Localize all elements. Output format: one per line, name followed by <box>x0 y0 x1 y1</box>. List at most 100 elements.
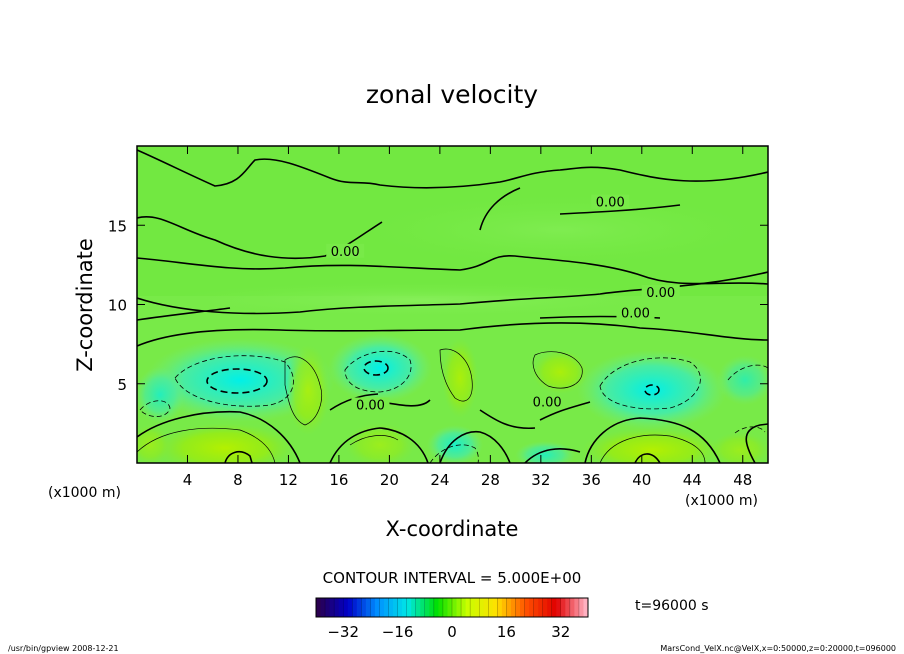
colorbar-segment-33 <box>465 598 471 617</box>
anomaly-positive-1 <box>155 423 295 463</box>
contour-label-bg-2 <box>641 284 680 299</box>
contour-label-bg-1 <box>591 194 630 209</box>
colorbar-segment-46 <box>524 598 530 617</box>
colorbar-segment-54 <box>560 598 566 617</box>
x-tick-label-6: 28 <box>481 471 500 489</box>
colorbar-segment-41 <box>501 598 507 617</box>
contour-label-1: 0.00 <box>596 196 625 211</box>
y-axis: 5 10 15 <box>108 217 768 394</box>
colorbar-segment-2 <box>325 598 330 617</box>
colorbar-segment-30 <box>452 598 457 617</box>
x-tick-label-0: 4 <box>183 471 193 489</box>
colorbar-segment-34 <box>470 598 476 617</box>
contour-label-bg-4 <box>351 397 390 412</box>
colorbar-segment-6 <box>343 598 349 617</box>
contour-label-0: 0.00 <box>331 245 360 260</box>
colorbar-segment-26 <box>433 598 439 617</box>
colorbar-segment-25 <box>429 598 435 617</box>
colorbar-segment-35 <box>474 598 480 617</box>
colorbar-segment-23 <box>420 598 426 617</box>
anomaly-negative-2 <box>328 334 432 402</box>
colorbar: −32 −16 0 16 32 <box>315 597 589 641</box>
colorbar-segment-8 <box>352 598 358 617</box>
colorbar-segment-36 <box>479 598 485 617</box>
colorbar-segment-17 <box>393 598 398 617</box>
contour-label-3: 0.00 <box>621 307 650 322</box>
colorbar-segment-44 <box>515 598 521 617</box>
colorbar-tick-label-1: −16 <box>382 623 414 641</box>
colorbar-segment-13 <box>374 598 380 617</box>
colorbar-tick-label-4: 32 <box>551 623 570 641</box>
colorbar-segment-32 <box>461 598 466 617</box>
x-tick-label-3: 16 <box>329 471 348 489</box>
colorbar-segment-27 <box>438 598 444 617</box>
colorbar-segment-18 <box>397 598 403 617</box>
footer-right: MarsCond_VelX.nc@VelX,x=0:50000,z=0:2000… <box>660 644 896 653</box>
colorbar-segment-20 <box>406 598 412 617</box>
colorbar-segment-42 <box>506 598 512 617</box>
x-tick-label-8: 36 <box>582 471 601 489</box>
colorbar-segment-16 <box>388 598 394 617</box>
contour-label-bg-3 <box>616 305 655 320</box>
x-axis: 4 8 12 16 20 24 28 32 36 40 44 48 <box>183 146 752 489</box>
x-tick-label-5: 24 <box>430 471 449 489</box>
colorbar-frame <box>315 597 589 618</box>
colorbar-segment-45 <box>520 598 525 617</box>
colorbar-segment-9 <box>356 598 362 617</box>
colorbar-segment-24 <box>424 598 430 617</box>
contour-label-2: 0.00 <box>646 286 675 301</box>
x-tick-label-11: 48 <box>733 471 752 489</box>
positive-contours <box>137 348 706 463</box>
colorbar-tick-label-2: 0 <box>447 623 457 641</box>
anomaly-positive-2 <box>582 428 722 463</box>
colorbar-segment-1 <box>320 598 326 617</box>
y-tick-label-2: 15 <box>108 217 127 235</box>
time-label: t=96000 s <box>635 598 709 614</box>
x-unit-right: (x1000 m) <box>685 493 758 509</box>
negative-core-contours <box>206 360 660 396</box>
y-tick-label-0: 5 <box>117 376 127 394</box>
colorbar-segment-29 <box>447 598 453 617</box>
x-unit-left: (x1000 m) <box>48 485 121 501</box>
colorbar-segment-28 <box>442 598 448 617</box>
colorbar-segment-10 <box>361 598 367 617</box>
contour-label-bg-5 <box>528 394 567 409</box>
colorbar-segment-51 <box>547 598 553 617</box>
footer-left: /usr/bin/gpview 2008-12-21 <box>8 644 119 653</box>
x-tick-label-10: 44 <box>683 471 702 489</box>
colorbar-tick-label-0: −32 <box>327 623 359 641</box>
colorbar-segment-39 <box>492 598 498 617</box>
colorbar-segment-49 <box>538 598 544 617</box>
contour-label-4: 0.00 <box>356 399 385 414</box>
colorbar-segment-53 <box>556 598 562 617</box>
colorbar-segment-37 <box>483 598 489 617</box>
colorbar-segment-15 <box>384 598 389 617</box>
colorbar-segment-55 <box>565 598 571 617</box>
colorbar-segment-5 <box>338 598 344 617</box>
colorbar-segment-21 <box>411 598 417 617</box>
colorbar-segment-3 <box>329 598 335 617</box>
colorbar-segment-4 <box>334 598 340 617</box>
colorbar-segment-50 <box>542 598 548 617</box>
contour-interval-label: CONTOUR INTERVAL = 5.000E+00 <box>323 569 582 587</box>
colorbar-tick-label-3: 16 <box>497 623 516 641</box>
x-axis-label: X-coordinate <box>386 517 519 541</box>
plot-field: 0.00 0.00 0.00 0.00 0.00 0.00 <box>137 146 768 463</box>
colorbar-segment-57 <box>574 598 580 617</box>
colorbar-segment-38 <box>488 598 494 617</box>
colorbar-segment-40 <box>497 598 503 617</box>
colorbar-segment-7 <box>347 598 353 617</box>
colorbar-segment-52 <box>551 598 557 617</box>
x-tick-label-9: 40 <box>632 471 651 489</box>
x-tick-label-1: 8 <box>233 471 243 489</box>
colorbar-segment-47 <box>529 598 534 617</box>
contour-labels: 0.00 0.00 0.00 0.00 0.00 0.00 <box>326 194 680 414</box>
colorbar-segment-59 <box>583 598 589 617</box>
negative-contours <box>139 350 768 463</box>
positive-core-contours <box>224 451 661 463</box>
colorbar-segment-31 <box>456 598 462 617</box>
y-tick-label-1: 10 <box>108 297 127 315</box>
contour-label-5: 0.00 <box>533 395 562 410</box>
y-axis-label: Z-coordinate <box>73 238 97 372</box>
